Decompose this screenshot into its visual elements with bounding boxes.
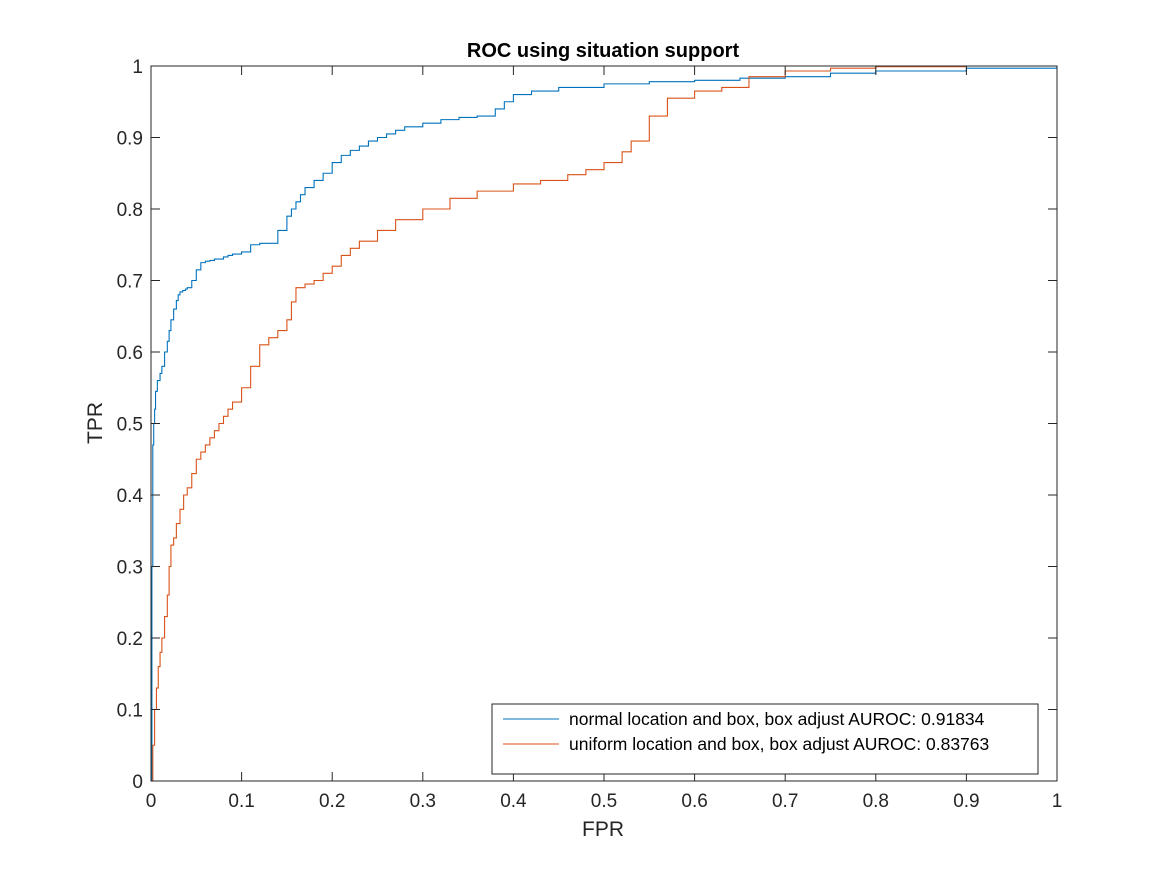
series-lines [151, 65, 1058, 782]
x-tick-label: 0.2 [319, 791, 345, 812]
x-tick-label: 0.9 [953, 791, 979, 812]
legend-box [491, 703, 1039, 775]
y-tick-label: 0.8 [117, 200, 143, 221]
x-tick-label: 0.5 [591, 791, 617, 812]
x-axis-title: FPR [582, 818, 624, 841]
y-tick-label: 1 [132, 57, 143, 78]
y-tick-label: 0.2 [117, 629, 143, 650]
x-tick-label: 0.8 [863, 791, 889, 812]
x-tick-label: 0.4 [500, 791, 527, 812]
x-tick-label: 0.7 [772, 791, 798, 812]
x-tick-label: 0.1 [228, 791, 254, 812]
y-tick-label: 0 [132, 772, 143, 793]
y-tick-label: 0.1 [117, 701, 143, 722]
y-axis-title: TPR [84, 402, 107, 444]
axis-ticks: 0 0.1 0.2 0.3 0.4 0.5 0.6 0.7 0.8 0.9 1 0 0.1 0.2 0.3 0… [117, 57, 1063, 812]
legend: normal location and box, box adjust AURO… [491, 703, 1039, 775]
y-tick-label: 0.5 [117, 415, 143, 436]
x-tick-label: 0.6 [681, 791, 707, 812]
y-tick-label: 0.4 [117, 486, 144, 507]
y-tick-label: 0.3 [117, 558, 143, 579]
legend-label-1: normal location and box, box adjust AURO… [569, 709, 985, 729]
y-tick-label: 0.9 [117, 129, 143, 150]
x-tick-label: 1 [1052, 791, 1063, 812]
legend-label-2: uniform location and box, box adjust AUR… [569, 734, 989, 754]
y-tick-label: 0.7 [117, 272, 143, 293]
series-line-2 [151, 65, 1057, 782]
chart-title: ROC using situation support [467, 40, 740, 62]
x-tick-label: 0.3 [410, 791, 436, 812]
y-tick-label: 0.6 [117, 343, 143, 364]
series-line-1 [151, 66, 1058, 782]
x-tick-label: 0 [146, 791, 157, 812]
